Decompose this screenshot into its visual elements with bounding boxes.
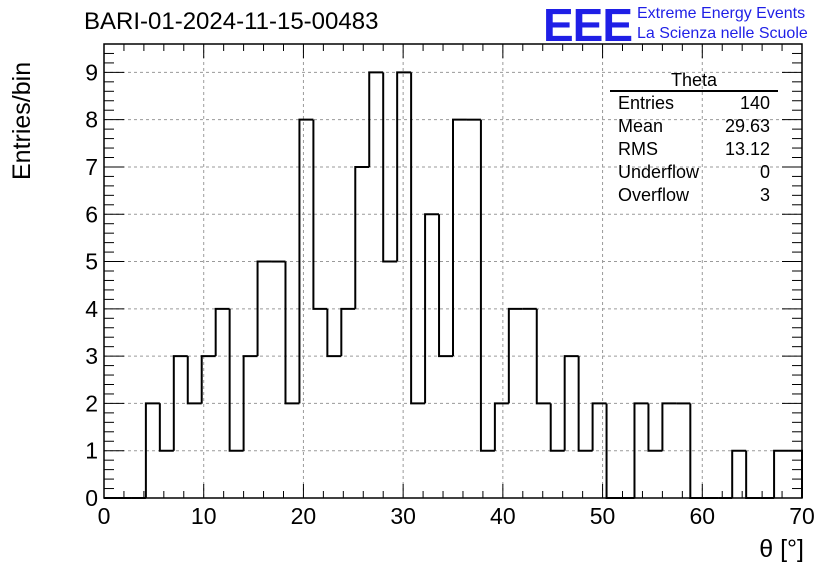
histogram-bin (563, 355, 579, 451)
histogram-bin (591, 402, 607, 451)
stats-label: Overflow (618, 185, 690, 205)
stats-box: Theta Entries 140 Mean 29.63 RMS 13.12 U… (610, 70, 778, 207)
histogram-bin (228, 308, 244, 452)
histogram-bin (788, 449, 803, 498)
histogram-bin (661, 402, 677, 451)
x-tick-label: 50 (590, 503, 616, 529)
stats-value: 13.12 (724, 139, 770, 159)
y-tick-label: 6 (85, 201, 98, 227)
y-tick-label: 2 (85, 390, 98, 416)
histogram-bin (535, 308, 551, 405)
histogram-bin (479, 119, 495, 452)
histogram-bin (200, 355, 216, 404)
histogram-bin (410, 72, 426, 405)
histogram-bin (186, 356, 202, 405)
histogram-bin (577, 356, 593, 452)
chart-title: BARI-01-2024-11-15-00483 (84, 8, 379, 35)
logo-caption: Extreme Energy Events La Scienza nelle S… (637, 4, 808, 44)
x-tick-label: 40 (490, 503, 516, 529)
y-axis-label: Entries/bin (8, 61, 36, 180)
histogram-bin (298, 118, 314, 404)
logo-line-2: La Scienza nelle Scuole (637, 25, 808, 42)
y-tick-label: 0 (85, 485, 98, 511)
eee-logo: EEE (543, 0, 633, 51)
histogram-bin (493, 402, 509, 451)
histogram-bin (326, 308, 342, 358)
x-tick-label: 30 (390, 503, 416, 529)
x-axis-label: θ [°] (759, 535, 804, 563)
stats-value: 3 (759, 185, 770, 205)
histogram-bin (256, 260, 272, 357)
histogram-bin (549, 403, 565, 452)
logo-line-1: Extreme Energy Events (637, 5, 806, 22)
stats-value: 29.63 (724, 116, 770, 136)
stats-label: Entries (618, 93, 675, 113)
y-tick-label: 1 (85, 438, 98, 464)
y-tick-label: 5 (85, 249, 98, 275)
histogram-bin (354, 165, 370, 309)
histogram-bin (340, 307, 356, 357)
histogram-bin (438, 214, 453, 358)
histogram-bin (452, 118, 467, 357)
histogram-bin (773, 449, 789, 498)
histogram-bin (312, 119, 328, 310)
x-tick-label: 20 (291, 503, 317, 529)
stats-label: Mean (618, 116, 664, 136)
histogram-bin (731, 449, 747, 498)
stats-row-underflow: Underflow 0 (610, 161, 778, 184)
stats-title: Theta (610, 70, 778, 92)
histogram-bin (368, 71, 384, 167)
histogram-bin (214, 307, 230, 357)
histogram-bin (424, 213, 440, 404)
histogram-bin (144, 402, 160, 498)
histogram-bin (382, 72, 398, 263)
y-tick-label: 7 (85, 154, 98, 180)
stats-row-mean: Mean 29.63 (610, 115, 778, 138)
x-tick-label: 10 (191, 503, 217, 529)
histogram-bin (647, 403, 663, 452)
histogram-bin (158, 403, 174, 452)
histogram-bin (745, 450, 761, 499)
histogram-bin (284, 261, 300, 405)
x-tick-label: 0 (98, 503, 111, 529)
histogram-bin (633, 402, 649, 498)
y-tick-label: 8 (85, 107, 98, 133)
stats-value: 0 (759, 162, 770, 182)
x-tick-label: 70 (789, 503, 815, 529)
histogram-bin (507, 307, 523, 404)
histogram-bin (242, 355, 258, 451)
histogram-bin (396, 71, 412, 262)
histogram-bin (172, 355, 188, 451)
y-tick-label: 3 (85, 343, 98, 369)
stats-row-overflow: Overflow 3 (610, 184, 778, 207)
stats-row-entries: Entries 140 (610, 92, 778, 115)
stats-row-rms: RMS 13.12 (610, 138, 778, 161)
y-tick-label: 4 (85, 296, 98, 322)
stats-label: RMS (618, 139, 658, 159)
histogram-series (104, 71, 803, 499)
y-tick-label: 9 (85, 59, 98, 85)
x-tick-label: 60 (689, 503, 715, 529)
stats-value: 140 (739, 93, 770, 113)
stats-label: Underflow (618, 162, 700, 182)
